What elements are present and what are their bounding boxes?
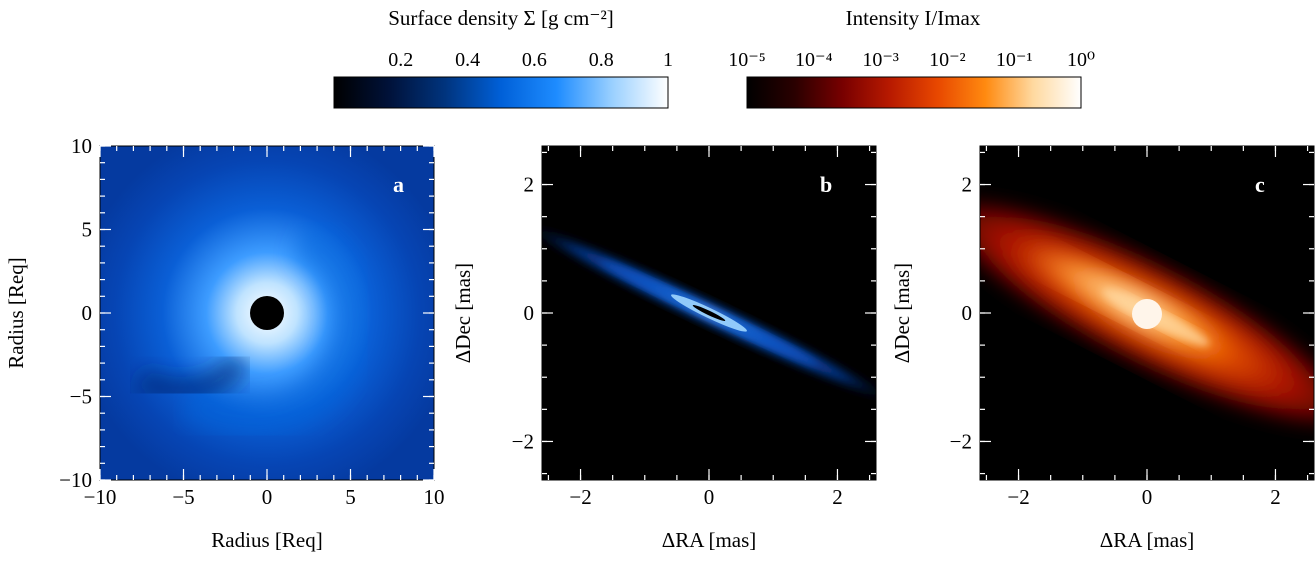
panel-c-label: c — [1255, 172, 1265, 197]
colorbar-tick-label: 10⁻⁵ — [728, 49, 766, 71]
colorbar-tick-label: 0.6 — [522, 49, 547, 71]
x-tick-label: −2 — [569, 485, 591, 509]
panel-a-image — [100, 146, 434, 480]
colorbar-tick-label: 10⁻³ — [862, 49, 899, 71]
y-tick-label: 2 — [524, 173, 535, 197]
colorbar-intensity-bar — [746, 76, 1082, 109]
panel-a-ticks: −10 −5 0 5 10 −10 −5 0 5 10 — [59, 134, 444, 509]
y-tick-label: −2 — [512, 429, 534, 453]
colorbar-tick-label: 10⁻⁴ — [795, 49, 833, 71]
y-tick-label: 5 — [82, 218, 93, 242]
y-tick-label: 0 — [962, 301, 973, 325]
panel-c: −2 0 2 −2 0 2 c ΔRA [mas] ΔDec [mas] — [890, 145, 1315, 552]
y-tick-label: 0 — [524, 301, 535, 325]
y-tick-label: −5 — [70, 385, 92, 409]
x-tick-label: −2 — [1007, 485, 1029, 509]
panel-b-label: b — [820, 172, 832, 197]
colorbar-density-bar — [333, 76, 669, 109]
panel-c-ticks: −2 0 2 −2 0 2 — [950, 146, 1314, 509]
colorbar-tick-label: 0.2 — [388, 49, 413, 71]
colorbar-density-title: Surface density Σ [g cm⁻²] — [388, 6, 614, 30]
colorbar-intensity-title: Intensity I/Imax — [846, 6, 981, 30]
x-tick-label: 5 — [345, 485, 356, 509]
panel-a-xlabel: Radius [Req] — [211, 528, 322, 552]
panel-c-image — [980, 146, 1314, 480]
y-tick-label: 10 — [71, 134, 92, 158]
panel-c-ylabel: ΔDec [mas] — [890, 263, 914, 363]
colorbar-tick-label: 10⁻² — [929, 49, 966, 71]
colorbar-tick-label: 0.4 — [455, 49, 480, 71]
panel-b-ticks: −2 0 2 −2 0 2 — [512, 146, 876, 509]
x-tick-label: 0 — [704, 485, 715, 509]
panel-c-xlabel: ΔRA [mas] — [1100, 528, 1195, 552]
y-tick-label: 2 — [962, 173, 973, 197]
x-tick-label: −10 — [84, 485, 117, 509]
x-tick-label: 2 — [832, 485, 843, 509]
colorbar-tick-label: 1 — [663, 49, 673, 71]
y-tick-label: −2 — [950, 429, 972, 453]
colorbar-tick-label: 10⁻¹ — [996, 49, 1033, 71]
panel-c-star — [1132, 299, 1162, 329]
x-tick-label: 0 — [1142, 485, 1153, 509]
x-tick-label: −5 — [172, 485, 194, 509]
panel-a-star-mask — [250, 296, 284, 330]
panel-b: −2 0 2 −2 0 2 b ΔRA [mas] ΔDec [mas] — [451, 145, 877, 552]
panel-b-ylabel: ΔDec [mas] — [451, 263, 475, 363]
colorbar-tick-label: 0.8 — [589, 49, 614, 71]
y-tick-label: −10 — [59, 468, 92, 492]
x-tick-label: 0 — [262, 485, 273, 509]
panel-b-image — [542, 146, 876, 480]
y-tick-label: 0 — [82, 301, 93, 325]
panel-a-ylabel: Radius [Req] — [4, 257, 28, 368]
panel-a: −10 −5 0 5 10 −10 −5 0 5 10 a Radius [Req] Radius… — [4, 134, 445, 552]
panel-b-star-mask — [692, 305, 726, 321]
x-tick-label: 2 — [1270, 485, 1281, 509]
panel-a-label: a — [393, 172, 404, 197]
colorbar-density: Surface density Σ [g cm⁻²] 0.2 0.4 0.6 0.8 1 — [333, 6, 673, 109]
x-tick-label: 10 — [424, 485, 445, 509]
panel-b-xlabel: ΔRA [mas] — [662, 528, 757, 552]
colorbar-tick-label: 10⁰ — [1067, 49, 1095, 71]
colorbar-intensity: Intensity I/Imax 10⁻⁵ 10⁻⁴ 10⁻³ 10⁻² 10⁻¹ 10⁰ — [728, 6, 1095, 109]
